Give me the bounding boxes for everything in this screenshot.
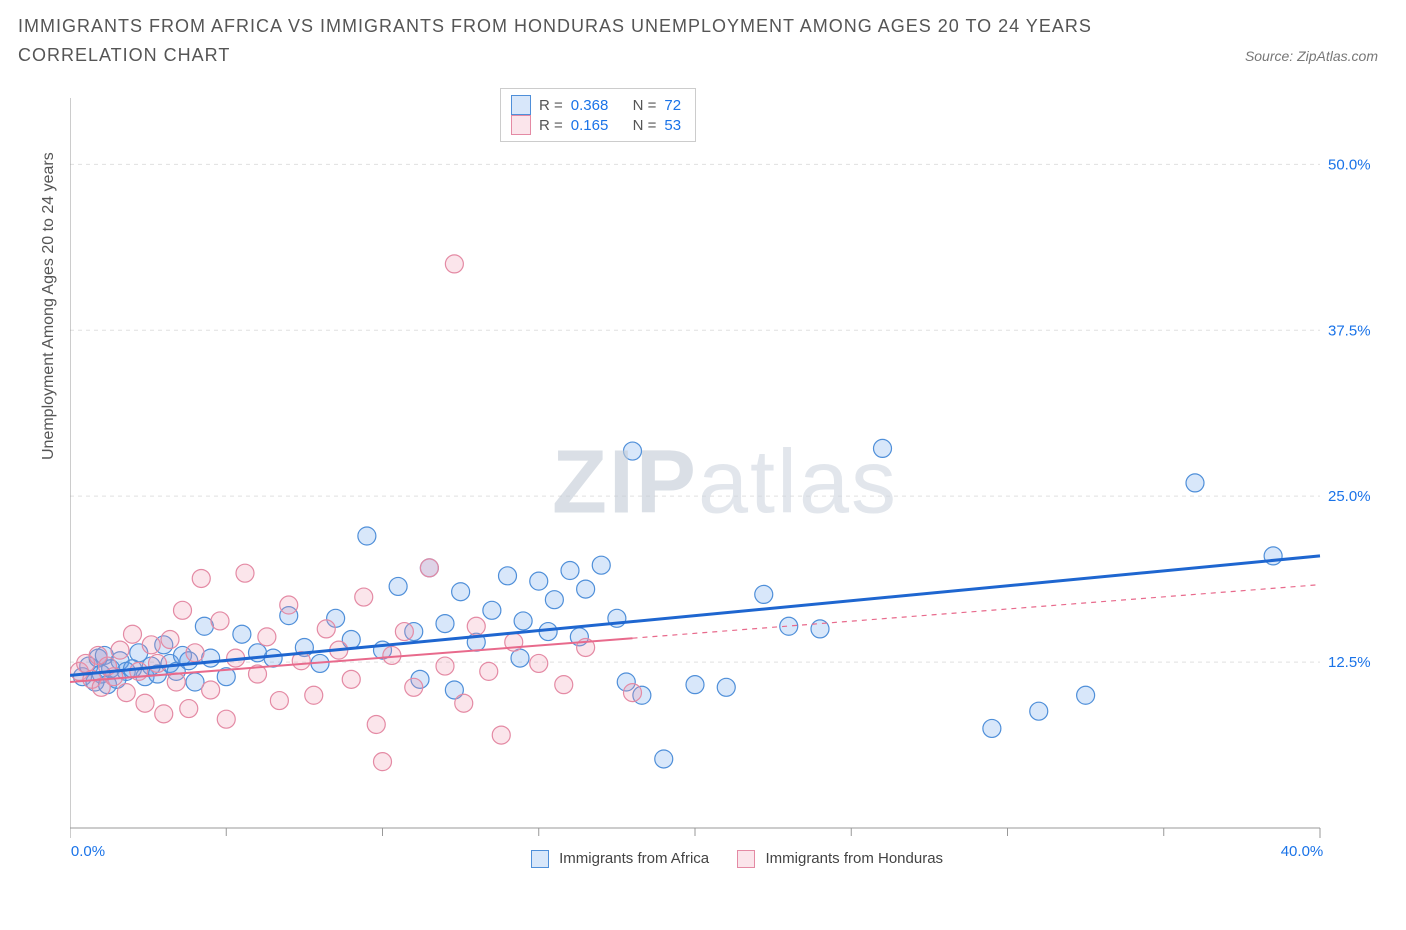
source-label: Source: ZipAtlas.com xyxy=(1245,48,1388,70)
svg-text:12.5%: 12.5% xyxy=(1328,654,1371,671)
stats-legend: R = 0.368 N = 72 R = 0.165 N = 53 xyxy=(500,88,696,142)
series-label-honduras: Immigrants from Honduras xyxy=(765,850,943,867)
swatch-honduras xyxy=(737,850,755,868)
scatter-chart: 12.5%25.0%37.5%50.0%0.0%40.0% xyxy=(70,88,1380,878)
legend-n-label: N = xyxy=(633,117,657,134)
swatch-africa xyxy=(511,95,531,115)
chart-container: R = 0.368 N = 72 R = 0.165 N = 53 ZIPatl… xyxy=(70,88,1380,878)
swatch-africa xyxy=(531,850,549,868)
legend-row-honduras: R = 0.165 N = 53 xyxy=(511,115,681,135)
y-axis-label: Unemployment Among Ages 20 to 24 years xyxy=(40,152,58,460)
svg-text:25.0%: 25.0% xyxy=(1328,488,1371,505)
series-label-africa: Immigrants from Africa xyxy=(559,850,709,867)
swatch-honduras xyxy=(511,115,531,135)
legend-n-label: N = xyxy=(633,97,657,114)
legend-row-africa: R = 0.368 N = 72 xyxy=(511,95,681,115)
legend-n-honduras: 53 xyxy=(664,117,681,134)
bottom-legend: Immigrants from Africa Immigrants from H… xyxy=(70,850,1380,868)
legend-r-africa: 0.368 xyxy=(571,97,609,114)
svg-text:37.5%: 37.5% xyxy=(1328,322,1371,339)
legend-r-honduras: 0.165 xyxy=(571,117,609,134)
chart-title: IMMIGRANTS FROM AFRICA VS IMMIGRANTS FRO… xyxy=(18,12,1118,70)
legend-r-label: R = xyxy=(539,117,563,134)
legend-n-africa: 72 xyxy=(664,97,681,114)
legend-r-label: R = xyxy=(539,97,563,114)
svg-text:50.0%: 50.0% xyxy=(1328,156,1371,173)
